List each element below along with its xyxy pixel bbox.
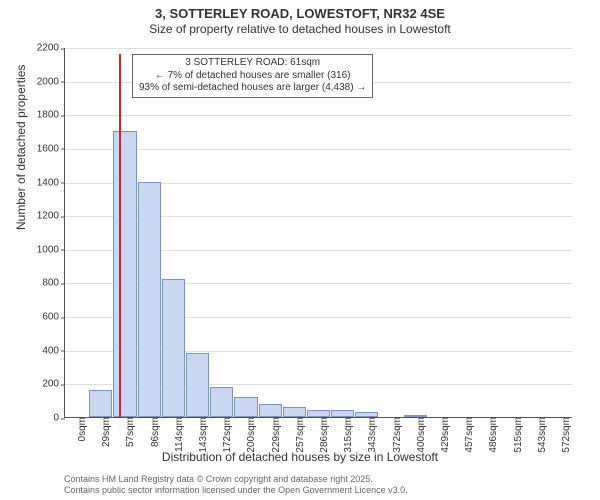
- y-tick-label: 1600: [37, 143, 65, 154]
- histogram-bar: [138, 182, 161, 417]
- x-tick-label: 315sqm: [339, 417, 354, 453]
- histogram-bar: [259, 404, 282, 417]
- y-tick-label: 1800: [37, 110, 65, 121]
- y-axis-label: Number of detached properties: [14, 65, 28, 230]
- y-tick-label: 1400: [37, 177, 65, 188]
- property-marker-line: [119, 54, 121, 417]
- y-tick-label: 800: [42, 278, 65, 289]
- histogram-bar: [234, 397, 257, 417]
- y-tick-label: 600: [42, 312, 65, 323]
- x-tick-label: 143sqm: [194, 417, 209, 453]
- gridline: [65, 115, 572, 116]
- y-tick-label: 400: [42, 345, 65, 356]
- y-tick-label: 1000: [37, 244, 65, 255]
- y-tick-label: 0: [53, 413, 65, 424]
- footer-credits: Contains HM Land Registry data © Crown c…: [64, 474, 408, 496]
- x-tick-label: 29sqm: [97, 417, 112, 447]
- annotation-line-2: ← 7% of detached houses are smaller (316…: [139, 70, 366, 83]
- plot-area: 0200400600800100012001400160018002000220…: [64, 48, 572, 418]
- histogram-bar: [283, 407, 306, 417]
- x-tick-label: 515sqm: [509, 417, 524, 453]
- x-tick-label: 286sqm: [315, 417, 330, 453]
- x-tick-label: 400sqm: [412, 417, 427, 453]
- y-tick-label: 2000: [37, 76, 65, 87]
- x-tick-label: 572sqm: [557, 417, 572, 453]
- x-tick-label: 429sqm: [436, 417, 451, 453]
- histogram-bar: [186, 353, 209, 417]
- y-tick-label: 1200: [37, 211, 65, 222]
- x-tick-label: 172sqm: [218, 417, 233, 453]
- chart-title-block: 3, SOTTERLEY ROAD, LOWESTOFT, NR32 4SE S…: [0, 0, 600, 37]
- annotation-box: 3 SOTTERLEY ROAD: 61sqm ← 7% of detached…: [132, 54, 373, 98]
- footer-line-1: Contains HM Land Registry data © Crown c…: [64, 474, 408, 485]
- annotation-line-1: 3 SOTTERLEY ROAD: 61sqm: [139, 57, 366, 70]
- x-tick-label: 543sqm: [533, 417, 548, 453]
- x-tick-label: 114sqm: [170, 417, 185, 452]
- chart-area: 0200400600800100012001400160018002000220…: [64, 48, 572, 418]
- x-tick-label: 86sqm: [146, 417, 161, 447]
- histogram-bar: [210, 387, 233, 417]
- y-tick-label: 2200: [37, 43, 65, 54]
- annotation-line-3: 93% of semi-detached houses are larger (…: [139, 82, 366, 95]
- x-tick-label: 486sqm: [484, 417, 499, 453]
- x-tick-label: 257sqm: [291, 417, 306, 453]
- chart-title: 3, SOTTERLEY ROAD, LOWESTOFT, NR32 4SE: [0, 6, 600, 22]
- x-tick-label: 57sqm: [121, 417, 136, 447]
- chart-subtitle: Size of property relative to detached ho…: [0, 22, 600, 37]
- histogram-bar: [113, 131, 136, 417]
- x-axis-label: Distribution of detached houses by size …: [0, 450, 600, 464]
- x-tick-label: 372sqm: [388, 417, 403, 453]
- gridline: [65, 149, 572, 150]
- gridline: [65, 48, 572, 49]
- x-tick-label: 0sqm: [73, 417, 88, 441]
- x-tick-label: 457sqm: [460, 417, 475, 453]
- x-tick-label: 343sqm: [363, 417, 378, 453]
- histogram-bar: [162, 279, 185, 417]
- x-tick-label: 229sqm: [267, 417, 282, 453]
- histogram-bar: [331, 410, 354, 417]
- y-tick-label: 200: [42, 379, 65, 390]
- x-tick-label: 200sqm: [242, 417, 257, 453]
- histogram-bar: [307, 410, 330, 417]
- footer-line-2: Contains public sector information licen…: [64, 485, 408, 496]
- histogram-bar: [89, 390, 112, 417]
